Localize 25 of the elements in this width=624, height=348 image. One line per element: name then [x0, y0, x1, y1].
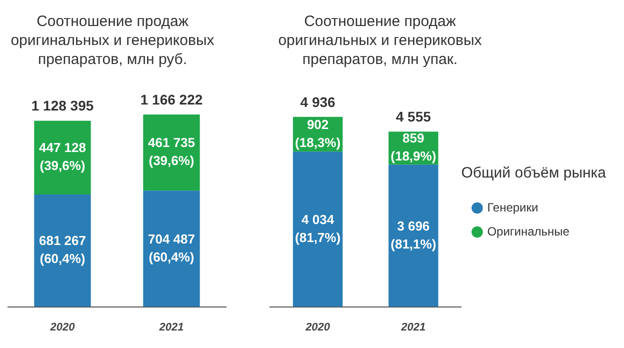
x-tick-label: 2021 [158, 321, 184, 334]
chart-title: Соотношение продаж оригинальных и генериковых препаратов, млн упак. [277, 12, 483, 69]
data-label: 4 034 (81,7%) [295, 212, 341, 245]
chart-title: Соотношение продаж оригинальных и генериковых препаратов, млн руб. [10, 12, 216, 69]
data-label: 859 (18,9%) [390, 130, 436, 164]
data-label: 681 267 (60,4%) [39, 233, 86, 266]
legend-title: Общий объём рынка [461, 164, 607, 182]
data-label: 704 487 (60,4%) [148, 231, 195, 264]
data-label: 902 (18,3%) [295, 116, 341, 150]
data-label: 461 735 (39,6%) [148, 135, 195, 168]
bar [34, 194, 91, 307]
x-tick-label: 2020 [49, 321, 76, 334]
total-label: 4 555 [396, 108, 432, 124]
x-tick-label: 2020 [304, 321, 331, 334]
data-label: 447 128 (39,6%) [39, 140, 86, 174]
bar [388, 164, 438, 307]
total-label: 1 166 222 [140, 91, 203, 108]
x-tick-label: 2021 [400, 321, 426, 334]
legend-label: Оригинальные [487, 224, 570, 238]
data-label: 3 696 (81,1%) [390, 218, 436, 252]
total-label: 4 936 [300, 94, 336, 110]
bar [143, 190, 200, 307]
total-label: 1 128 395 [31, 98, 94, 114]
legend-label: Генерики [487, 200, 538, 214]
bar [292, 152, 343, 307]
